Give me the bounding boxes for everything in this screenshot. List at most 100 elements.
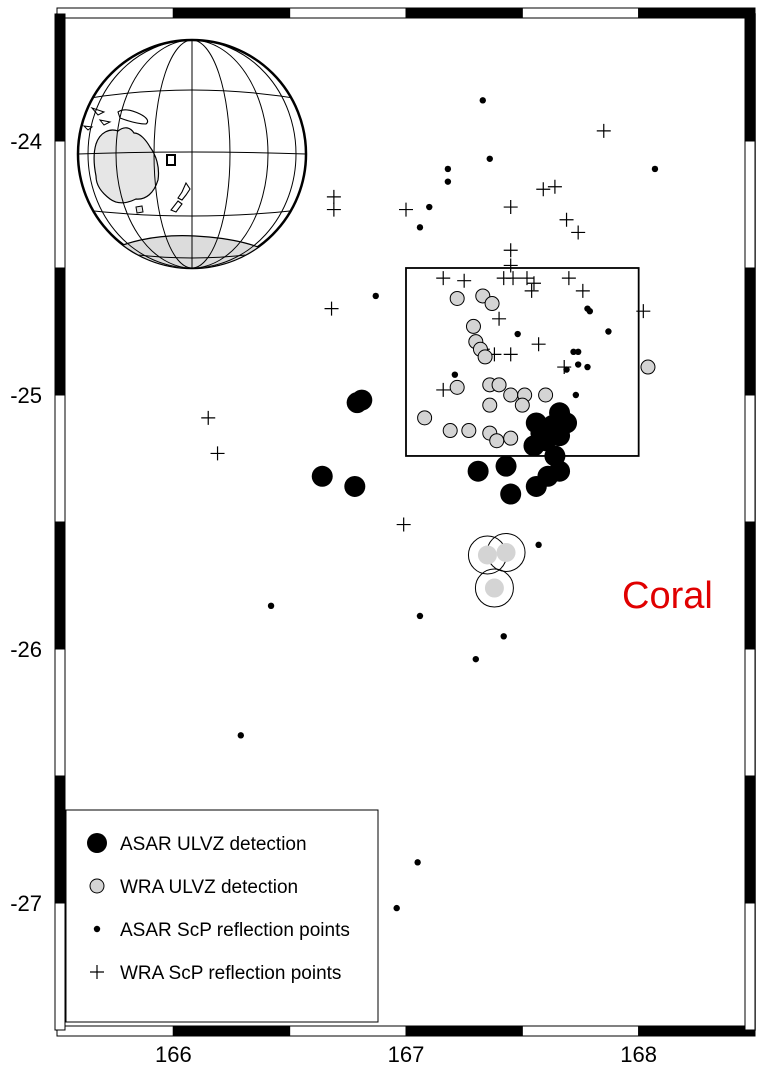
frame-tick-top bbox=[521, 7, 640, 19]
wra-ulvz-point bbox=[491, 377, 507, 393]
asar-scp-point bbox=[605, 328, 612, 335]
asar-scp-point bbox=[426, 203, 433, 211]
asar-ulvz-point bbox=[530, 422, 552, 444]
frame-tick-left bbox=[54, 902, 66, 1031]
frame-tick-left bbox=[54, 775, 66, 904]
wra-ulvz-point bbox=[461, 423, 477, 439]
frame-tick-top bbox=[638, 7, 756, 19]
wra-scp-point bbox=[636, 304, 651, 319]
wra-scp-point bbox=[326, 202, 341, 217]
legend-label: ASAR ULVZ detection bbox=[120, 834, 307, 855]
frame-tick-left bbox=[54, 140, 66, 269]
asar-scp-points-layer bbox=[237, 97, 659, 912]
wra-scp-point bbox=[399, 202, 413, 217]
legend-label: WRA ScP reflection points bbox=[120, 963, 341, 984]
wra-scp-point bbox=[575, 283, 590, 298]
wra-scp-point bbox=[326, 189, 341, 204]
frame-tick-top bbox=[56, 7, 174, 19]
new-zealand-landmass bbox=[170, 181, 191, 213]
wra-scp-points-layer bbox=[201, 123, 651, 532]
asar-ulvz-point bbox=[344, 475, 366, 497]
frame-tick-right bbox=[744, 267, 756, 396]
wra-scp-point bbox=[396, 517, 411, 532]
wra-scp-point bbox=[536, 182, 551, 197]
frame-tick-top bbox=[289, 7, 407, 19]
asar-scp-point bbox=[237, 732, 245, 739]
frame-tick-left bbox=[54, 13, 66, 142]
legend-asar-scp-symbol bbox=[93, 925, 101, 933]
wra-scp-point bbox=[524, 283, 539, 298]
frame-tick-right bbox=[744, 140, 756, 269]
inset-globe bbox=[76, 38, 308, 270]
legend-asar-ulvz-symbol bbox=[87, 833, 107, 853]
wra-ulvz-point bbox=[465, 318, 481, 334]
asar-ulvz-point bbox=[467, 460, 489, 482]
wra-scp-point bbox=[201, 410, 216, 425]
wra-scp-point bbox=[503, 200, 518, 215]
wra-ulvz-point bbox=[489, 433, 505, 449]
wra-scp-point bbox=[596, 123, 611, 138]
tick-labels: 166 167 168 -24 -25 -26 -27 bbox=[10, 129, 657, 1067]
asar-scp-point bbox=[479, 97, 486, 104]
wra-ulvz-point bbox=[449, 290, 465, 306]
tasmania-landmass bbox=[135, 205, 144, 214]
wra-scp-point bbox=[526, 276, 541, 291]
wra-scp-point bbox=[547, 179, 562, 194]
region-label: Coral bbox=[622, 575, 713, 617]
wra-scp-point bbox=[457, 273, 472, 288]
ulvz-gray-fill bbox=[484, 578, 504, 598]
frame-tick-right bbox=[744, 648, 756, 777]
x-tick-label: 166 bbox=[155, 1042, 192, 1067]
frame-tick-bottom bbox=[405, 1025, 523, 1037]
asar-scp-point bbox=[444, 165, 452, 173]
frame-tick-bottom bbox=[638, 1025, 756, 1037]
map-frame bbox=[54, 7, 756, 1037]
asar-ulvz-layer bbox=[311, 389, 578, 505]
frame-tick-bottom bbox=[172, 1025, 291, 1037]
asar-scp-point bbox=[393, 904, 400, 912]
legend-box bbox=[65, 809, 379, 1023]
legend-wra-scp-symbol bbox=[90, 965, 104, 979]
legend-wra-ulvz-symbol bbox=[89, 878, 105, 894]
asar-scp-point bbox=[586, 307, 594, 315]
x-tick-label: 168 bbox=[620, 1042, 657, 1067]
asar-scp-point bbox=[486, 155, 493, 162]
frame-tick-right bbox=[744, 521, 756, 650]
frame-tick-bottom bbox=[521, 1025, 640, 1037]
wra-ulvz-point bbox=[477, 349, 493, 365]
wra-scp-point bbox=[324, 301, 339, 316]
asar-scp-point bbox=[416, 224, 424, 231]
asar-scp-point bbox=[451, 371, 459, 378]
australia-landmass bbox=[93, 127, 160, 204]
wra-ulvz-point bbox=[538, 387, 554, 403]
frame-tick-right bbox=[744, 775, 756, 904]
study-region-marker bbox=[166, 154, 176, 166]
wra-ulvz-layer bbox=[417, 288, 656, 449]
asar-scp-point bbox=[563, 366, 570, 373]
asar-scp-point bbox=[535, 541, 542, 549]
wra-ulvz-point bbox=[442, 423, 458, 439]
wra-scp-point bbox=[571, 225, 586, 240]
new-guinea-landmass bbox=[117, 109, 149, 125]
frame-tick-right bbox=[744, 13, 756, 142]
y-tick-label: -24 bbox=[10, 129, 42, 154]
wra-ulvz-point bbox=[417, 410, 433, 426]
asar-ulvz-point bbox=[346, 392, 368, 414]
ulvz-open-circle bbox=[474, 568, 514, 608]
wra-ulvz-point bbox=[484, 296, 500, 312]
wra-scp-point bbox=[503, 347, 518, 362]
asar-scp-point bbox=[472, 655, 479, 663]
asar-scp-point bbox=[500, 633, 507, 640]
asar-scp-point bbox=[574, 348, 582, 356]
wra-scp-point bbox=[559, 212, 574, 227]
asar-scp-point bbox=[574, 361, 582, 368]
frame-tick-top bbox=[172, 7, 291, 19]
wra-scp-point bbox=[210, 446, 225, 461]
frame-tick-left bbox=[54, 267, 66, 396]
asar-ulvz-point bbox=[500, 483, 522, 505]
wra-ulvz-point bbox=[503, 430, 519, 446]
frame-tick-left bbox=[54, 394, 66, 523]
asar-scp-point bbox=[584, 363, 591, 371]
wra-ulvz-point bbox=[640, 359, 656, 375]
